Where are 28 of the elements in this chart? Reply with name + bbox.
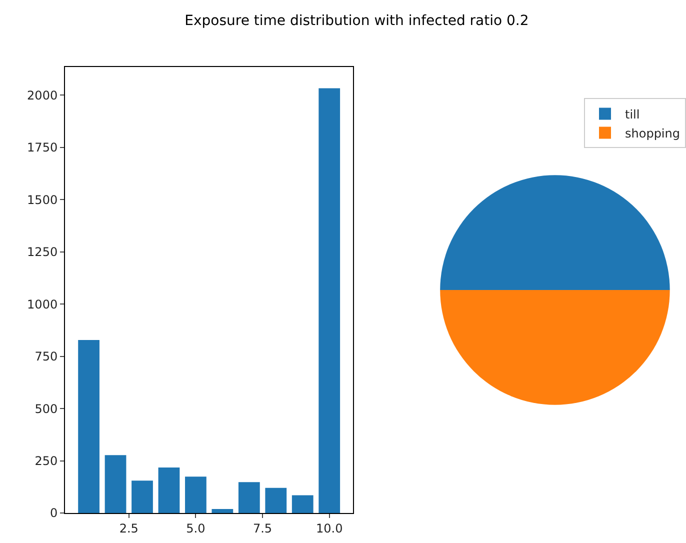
bar (212, 509, 234, 513)
bar (292, 495, 314, 513)
x-tick-label: 5.0 (186, 521, 206, 536)
legend-label: till (625, 107, 640, 122)
bar (238, 482, 260, 513)
bar (132, 480, 153, 513)
bar (185, 476, 206, 513)
x-tick-label: 7.5 (252, 521, 272, 536)
bar (318, 88, 340, 513)
bar (78, 340, 100, 513)
y-tick-label: 1750 (27, 140, 58, 155)
y-tick-label: 500 (34, 402, 58, 416)
y-tick-label: 1250 (27, 245, 58, 260)
bar (265, 488, 287, 513)
y-tick-label: 2000 (27, 88, 58, 102)
y-tick-label: 250 (34, 454, 58, 468)
y-tick-label: 1500 (27, 192, 58, 207)
legend-label: shopping (625, 126, 680, 140)
pie-slice (440, 175, 670, 290)
pie-slice (440, 290, 670, 405)
y-tick-label: 0 (50, 506, 58, 520)
bar (104, 455, 126, 513)
y-tick-label: 1000 (27, 297, 58, 312)
y-tick-label: 750 (34, 350, 58, 364)
chart-title: Exposure time distribution with infected ratio 0.2 (184, 12, 529, 29)
bar (158, 467, 180, 513)
x-tick-label: 2.5 (119, 521, 138, 536)
x-tick-label: 10.0 (316, 521, 343, 536)
